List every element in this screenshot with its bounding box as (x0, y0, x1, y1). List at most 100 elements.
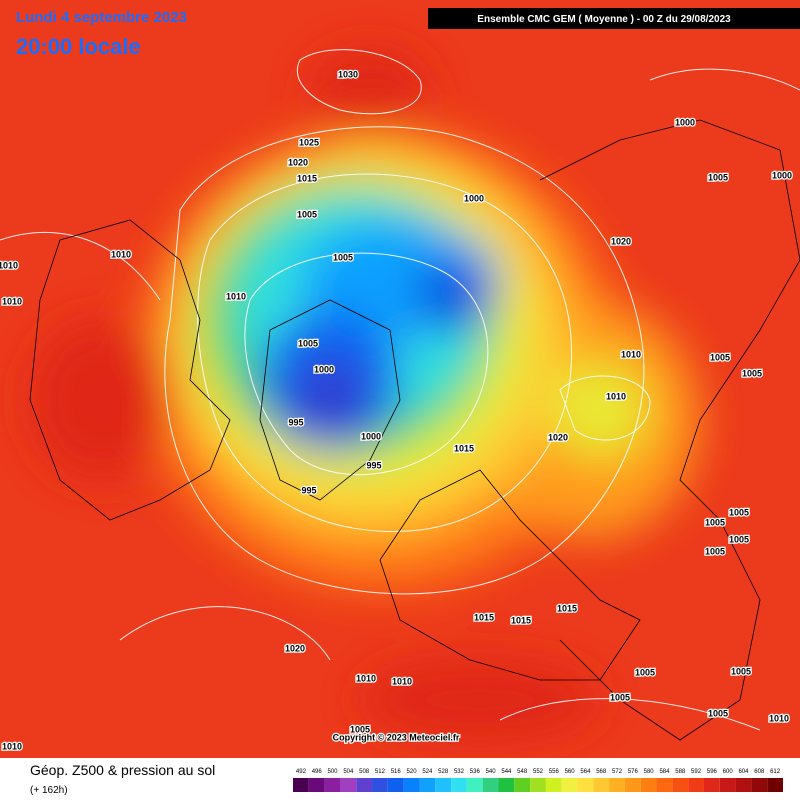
isobar-label: 1010 (621, 349, 641, 359)
isobar-label: 1010 (606, 391, 626, 401)
scale-label: 528 (438, 769, 449, 775)
scale-swatch (609, 778, 625, 792)
isobar-label: 995 (301, 485, 316, 495)
scale-swatch (688, 778, 704, 792)
isobar-label: 1005 (708, 708, 728, 718)
scale-label: 504 (343, 769, 354, 775)
isobar-label: 1000 (675, 117, 695, 127)
scale-swatch (656, 778, 673, 792)
isobar-label: 1010 (392, 676, 412, 686)
isobar-labels: 1030 1025 1020 1015 1005 1010 1010 1010 1010 1005… (0, 68, 793, 753)
footer-title: Géop. Z500 & pression au sol (30, 762, 215, 778)
date: Lundi 4 septembre 2023 (16, 9, 187, 26)
scale-label: 524 (422, 769, 433, 775)
isobar-label: 1030 (338, 69, 358, 79)
scale-label: 536 (470, 769, 481, 775)
isobar-label: 1005 (729, 534, 749, 544)
scale-label: 560 (565, 769, 576, 775)
isobar-label: 1005 (742, 368, 762, 378)
copyright: Copyright © 2023 Meteociel.fr (333, 732, 460, 742)
scale-label: 588 (675, 769, 686, 775)
scale-swatch (324, 778, 341, 792)
scale-swatch (719, 778, 736, 792)
isobar-label: 1010 (111, 249, 131, 259)
scale-label: 576 (628, 769, 639, 775)
isobar-label: 1020 (548, 432, 568, 442)
scale-label: 556 (549, 769, 560, 775)
scale-label: 544 (501, 769, 512, 775)
scale-swatch (387, 778, 404, 792)
scale-label: 552 (533, 769, 544, 775)
isobar-label: 1005 (710, 352, 730, 362)
isobar-label: 1025 (299, 137, 319, 147)
coastlines (29, 119, 800, 741)
scale-swatch (419, 778, 436, 792)
scale-label: 596 (707, 769, 718, 775)
isobar-label: 1005 (298, 338, 318, 348)
scale-label: 540 (486, 769, 497, 775)
scale-label: 520 (407, 769, 418, 775)
scale-swatch (372, 778, 388, 792)
scale-swatch (514, 778, 531, 792)
isobar-label: 1005 (297, 209, 317, 219)
scale-label: 568 (596, 769, 607, 775)
isobar-label: 1015 (474, 612, 494, 622)
scale-label: 508 (359, 769, 370, 775)
isobar-label: 1000 (314, 364, 334, 374)
isobar-label: 1015 (557, 603, 577, 613)
scale-label: 500 (328, 769, 339, 775)
isobar-label: 1005 (350, 724, 370, 734)
scale-swatch (735, 778, 752, 792)
scale-swatch (767, 778, 783, 792)
scale-label: 612 (770, 769, 781, 775)
isobar-label: 1005 (729, 507, 749, 517)
scale-swatch (530, 778, 546, 792)
scale-swatch (751, 778, 768, 792)
isobar-label: 1015 (511, 615, 531, 625)
scale-swatch (340, 778, 357, 792)
isobar-label: 1020 (285, 643, 305, 653)
isobar-label: 1005 (705, 546, 725, 556)
scale-label: 580 (644, 769, 655, 775)
isobar-label: 1015 (454, 443, 474, 453)
isobar-label: 1020 (611, 236, 631, 246)
scale-swatch (672, 778, 689, 792)
color-scale: 492 496 500 504 508 512 516 520 524 528 532 536 540 5… (293, 769, 783, 792)
scale-label: 492 (296, 769, 307, 775)
scale-swatch (308, 778, 325, 792)
isobar-label: 995 (366, 460, 381, 470)
isobar-label: 1010 (226, 291, 246, 301)
scale-swatch (640, 778, 657, 792)
isobar-label: 1005 (705, 517, 725, 527)
isobar-label: 1005 (333, 252, 353, 262)
isobar-label: 1010 (2, 296, 22, 306)
local-time: 20:00 locale (16, 34, 141, 59)
isobar-label: 1010 (769, 713, 789, 723)
isobar-label: 1000 (464, 193, 484, 203)
scale-label: 592 (691, 769, 702, 775)
scale-label: 572 (612, 769, 623, 775)
isobar-label: 1020 (288, 157, 308, 167)
isobar-label: 1000 (361, 431, 381, 441)
scale-swatch (703, 778, 720, 792)
scale-swatch (451, 778, 467, 792)
scale-label: 584 (659, 769, 670, 775)
scale-label: 512 (375, 769, 386, 775)
scale-label: 608 (754, 769, 765, 775)
scale-label: 604 (738, 769, 749, 775)
scale-label: 564 (580, 769, 591, 775)
scale-swatch (561, 778, 578, 792)
scale-swatch (624, 778, 641, 792)
isobar-label: 1010 (0, 260, 18, 270)
scale-label: 548 (517, 769, 528, 775)
isobar-label: 995 (288, 417, 303, 427)
model-box (428, 8, 800, 29)
scale-label: 600 (723, 769, 734, 775)
isobar-label: 1005 (731, 666, 751, 676)
isobar-label: 1010 (356, 673, 376, 683)
scale-swatch (403, 778, 420, 792)
model-info: Ensemble CMC GEM ( Moyenne ) - 00 Z du 2… (477, 14, 731, 25)
scale-swatch (593, 778, 610, 792)
isobar-label: 1015 (297, 173, 317, 183)
